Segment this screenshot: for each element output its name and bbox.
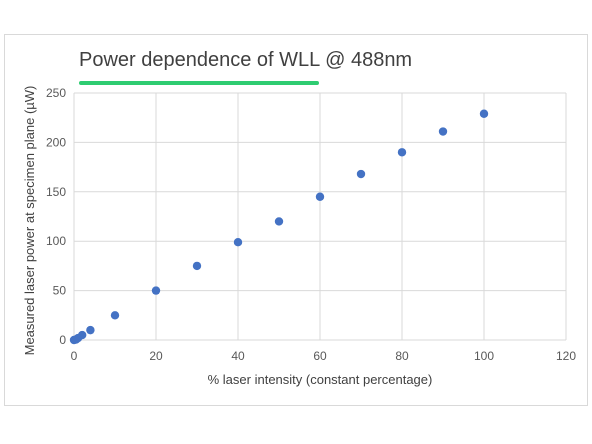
data-point [151, 286, 161, 295]
x-tick-label: 100 [474, 349, 494, 363]
x-tick-label: 80 [395, 349, 409, 363]
x-tick-label: 120 [556, 349, 576, 363]
x-axis-label: % laser intensity (constant percentage) [208, 372, 433, 387]
y-tick-label: 50 [53, 284, 67, 298]
data-point [274, 217, 284, 226]
data-point [356, 169, 366, 179]
x-tick-label: 0 [71, 349, 78, 363]
data-point [397, 148, 407, 157]
x-tick-labels: 0 20 40 60 80 100 120 [71, 349, 577, 363]
data-point [86, 325, 95, 335]
y-tick-labels: 0 50 100 150 200 250 [46, 86, 66, 347]
gridlines [73, 92, 567, 341]
y-tick-label: 200 [46, 135, 66, 149]
data-point [78, 330, 87, 340]
y-tick-label: 150 [46, 185, 66, 199]
data-point [192, 261, 202, 271]
chart-title: Power dependence of WLL @ 488nm [79, 49, 413, 71]
data-points [69, 109, 489, 345]
data-point [438, 127, 448, 136]
title-underline [79, 81, 319, 85]
data-point [315, 192, 325, 201]
y-tick-label: 250 [46, 86, 66, 100]
data-point [110, 311, 120, 320]
x-tick-label: 20 [149, 349, 163, 363]
y-tick-label: 0 [59, 333, 66, 347]
y-axis-label: Measured laser power at specimen plane (… [22, 86, 37, 356]
data-point [479, 109, 489, 118]
chart-frame [4, 34, 588, 406]
x-tick-label: 60 [313, 349, 327, 363]
data-point [233, 237, 243, 247]
x-tick-label: 40 [231, 349, 245, 363]
y-tick-label: 100 [46, 234, 66, 248]
